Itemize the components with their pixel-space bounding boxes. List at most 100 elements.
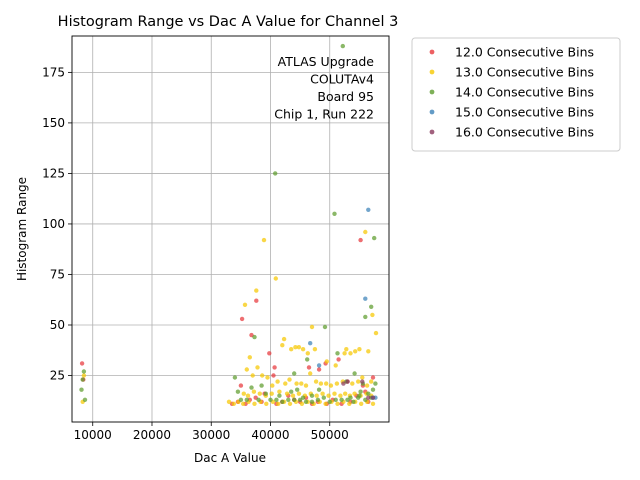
- data-point: [345, 397, 350, 402]
- data-point: [292, 371, 297, 376]
- data-point: [284, 391, 290, 396]
- data-point: [264, 401, 269, 406]
- data-point: [81, 373, 87, 378]
- y-tick-label: 175: [42, 65, 65, 79]
- legend-label: 16.0 Consecutive Bins: [455, 125, 594, 140]
- data-point: [257, 391, 262, 396]
- data-point: [274, 397, 279, 402]
- data-point: [343, 391, 348, 396]
- data-point: [369, 304, 374, 309]
- data-point: [79, 361, 85, 366]
- data-point: [370, 401, 376, 406]
- data-point: [267, 351, 272, 356]
- data-point: [261, 237, 267, 243]
- y-tick-label: 100: [42, 217, 65, 231]
- x-axis-label: Dac A Value: [194, 451, 266, 465]
- annotation-line: COLUTAv4: [310, 72, 374, 87]
- data-point: [336, 357, 341, 362]
- data-point: [299, 401, 305, 406]
- data-point: [82, 397, 88, 402]
- data-point: [296, 391, 302, 396]
- data-point: [360, 375, 365, 380]
- data-point: [295, 387, 300, 392]
- data-point: [370, 395, 376, 400]
- data-point: [303, 383, 309, 388]
- data-point: [238, 383, 244, 388]
- data-point: [351, 399, 356, 404]
- data-point: [366, 349, 371, 354]
- data-point: [247, 355, 252, 360]
- data-point: [352, 371, 357, 376]
- data-point: [308, 341, 313, 346]
- data-point: [276, 401, 281, 406]
- data-point: [287, 401, 293, 406]
- data-point: [296, 345, 302, 350]
- data-point: [306, 365, 312, 370]
- data-point: [364, 383, 370, 388]
- data-point: [305, 357, 310, 362]
- data-point: [323, 401, 328, 406]
- data-point: [275, 379, 280, 384]
- data-point: [373, 381, 378, 386]
- annotation-line: Chip 1, Run 222: [274, 107, 374, 122]
- data-point: [322, 324, 328, 330]
- data-point: [309, 324, 315, 330]
- data-point: [366, 207, 371, 212]
- data-point: [353, 349, 358, 354]
- legend-marker: [429, 129, 435, 135]
- legend-label: 13.0 Consecutive Bins: [455, 65, 594, 80]
- data-point: [226, 399, 232, 404]
- data-point: [250, 373, 255, 378]
- data-point: [79, 387, 84, 392]
- data-point: [287, 377, 292, 382]
- data-point: [357, 347, 362, 352]
- data-point: [297, 397, 303, 402]
- data-point: [80, 377, 85, 382]
- data-point: [305, 351, 310, 356]
- data-point: [289, 347, 294, 352]
- data-point: [232, 375, 238, 380]
- data-point: [370, 387, 376, 392]
- annotation-line: Board 95: [317, 89, 374, 104]
- data-point: [342, 351, 347, 356]
- data-point: [366, 395, 371, 400]
- data-point: [321, 395, 326, 400]
- data-point: [316, 387, 322, 392]
- y-tick-label: 125: [42, 166, 65, 180]
- legend-marker: [429, 109, 435, 115]
- data-point: [363, 314, 368, 320]
- data-point: [252, 334, 257, 340]
- chart-annotation: ATLAS Upgrade COLUTAv4 Board 95 Chip 1, Run…: [274, 54, 374, 122]
- data-point: [260, 373, 265, 378]
- data-point: [332, 391, 337, 396]
- data-point: [244, 397, 249, 402]
- data-point: [338, 393, 343, 398]
- legend: 12.0 Consecutive Bins 13.0 Consecutive Bi…: [411, 37, 621, 152]
- data-point: [277, 393, 282, 398]
- data-point: [360, 379, 365, 384]
- data-point: [363, 229, 368, 235]
- data-point: [81, 369, 87, 374]
- data-point: [299, 381, 304, 386]
- data-point: [303, 399, 309, 404]
- data-point: [366, 391, 371, 396]
- data-point: [281, 336, 287, 342]
- data-point: [283, 381, 288, 386]
- data-point: [294, 381, 299, 386]
- data-point: [292, 397, 297, 402]
- data-point: [245, 393, 251, 398]
- data-point: [328, 383, 334, 388]
- data-point: [259, 383, 264, 388]
- data-point: [270, 383, 275, 388]
- data-point: [290, 393, 296, 398]
- data-point: [300, 347, 306, 352]
- data-point: [252, 401, 257, 406]
- y-axis-label: Histogram Range: [15, 177, 29, 281]
- data-point: [318, 381, 324, 386]
- data-point: [348, 351, 353, 356]
- data-point: [347, 401, 352, 406]
- data-point: [373, 330, 379, 336]
- data-point: [344, 347, 349, 352]
- grid: [72, 36, 389, 422]
